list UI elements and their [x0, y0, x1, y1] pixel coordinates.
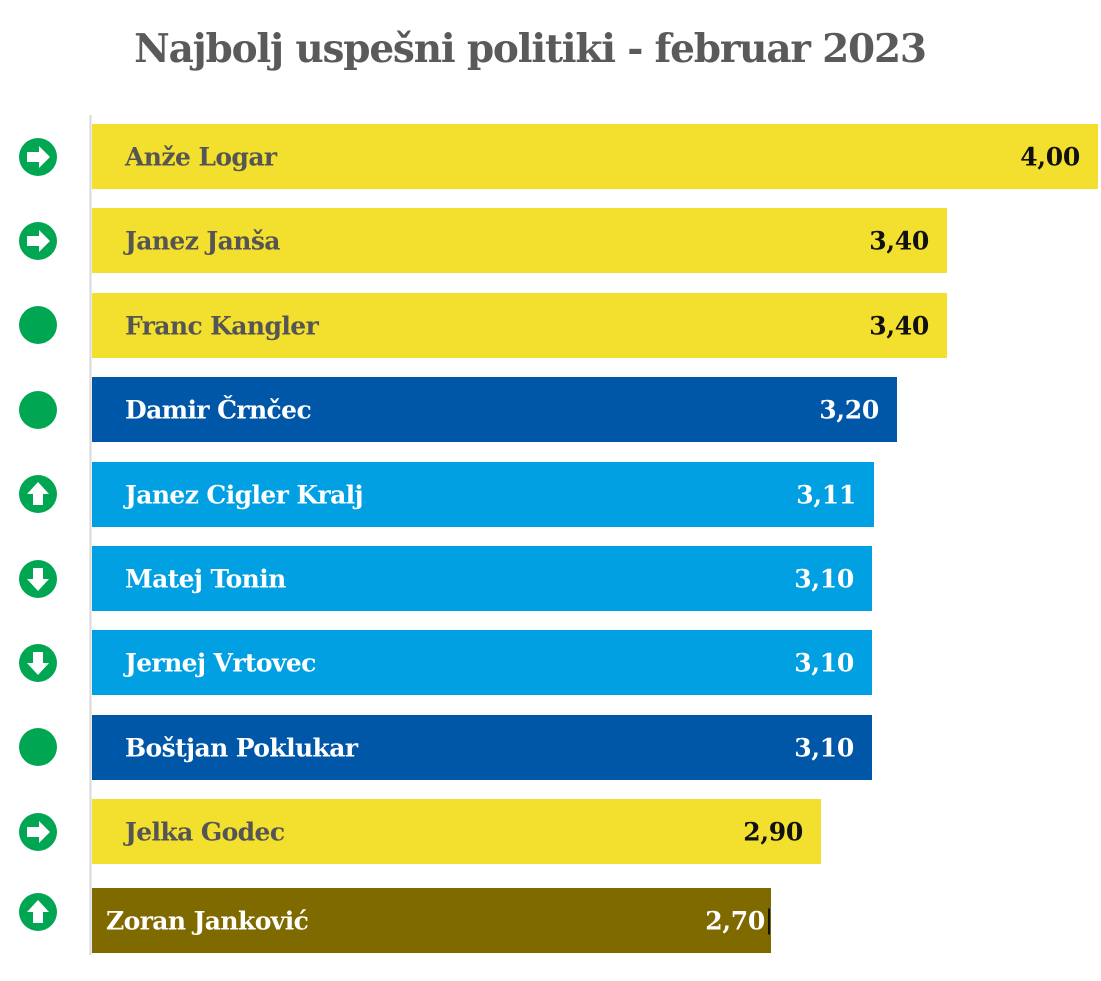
bar-value-label: 2,90 [743, 818, 803, 847]
bar-row: Franc Kangler 3,40 [19, 293, 947, 358]
bar-row: Zoran Janković 2,70 [19, 888, 771, 953]
arrow-down-circle-icon [19, 560, 57, 598]
bar-value-label: 3,10 [794, 649, 854, 678]
bar-name-label: Zoran Janković [106, 907, 309, 936]
chart-title: Najbolj uspešni politiki - februar 2023 [134, 26, 927, 72]
bar-name-label: Janez Janša [123, 227, 280, 256]
bar-row: Janez Cigler Kralj 3,11 [19, 462, 874, 527]
dot-circle-icon [19, 391, 57, 429]
bar-name-label: Jelka Godec [123, 818, 285, 847]
arrow-right-circle-icon [19, 222, 57, 260]
trend-circle [19, 391, 57, 429]
trend-arrow [27, 146, 50, 168]
trend-arrow [27, 568, 49, 591]
bar [92, 293, 947, 358]
bar-name-label: Damir Črnčec [125, 396, 311, 425]
bar [92, 546, 872, 611]
dot-circle-icon [19, 306, 57, 344]
trend-arrow [27, 900, 49, 923]
bar [92, 630, 872, 695]
bar-row: Jelka Godec 2,90 [19, 799, 821, 864]
trend-circle [19, 306, 57, 344]
bar-row: Matej Tonin 3,10 [19, 546, 872, 611]
bar-value-label: 3,40 [869, 312, 929, 341]
bar-name-label: Boštjan Poklukar [125, 734, 359, 763]
arrow-right-circle-icon [19, 138, 57, 176]
arrow-up-circle-icon [19, 893, 57, 931]
trend-arrow [27, 652, 49, 675]
bar-value-label: 3,40 [869, 227, 929, 256]
bar [92, 208, 947, 273]
bar-row: Janez Janša 3,40 [19, 208, 947, 273]
bar [92, 124, 1098, 189]
trend-circle [19, 728, 57, 766]
arrow-down-circle-icon [19, 644, 57, 682]
bar-value-label: 4,00 [1020, 143, 1080, 172]
bar-value-label: 3,20 [819, 396, 879, 425]
trend-arrow [27, 821, 50, 843]
arrow-up-circle-icon [19, 475, 57, 513]
bar-value-label: 3,11 [796, 481, 856, 510]
bar-row: Boštjan Poklukar 3,10 [19, 715, 872, 780]
bar-name-label: Anže Logar [124, 143, 278, 172]
bar-name-label: Janez Cigler Kralj [123, 481, 363, 510]
bar-value-label: 2,70 [705, 907, 765, 936]
bar-name-label: Jernej Vrtovec [123, 649, 316, 678]
bar-row: Damir Črnčec 3,20 [19, 377, 897, 442]
bar-name-label: Matej Tonin [125, 565, 286, 594]
trend-arrow [27, 230, 50, 252]
bar-name-label: Franc Kangler [125, 312, 320, 341]
arrow-right-circle-icon [19, 813, 57, 851]
bar [92, 799, 821, 864]
bar [92, 377, 897, 442]
bar-row: Anže Logar 4,00 [19, 124, 1098, 189]
bar [92, 462, 874, 527]
dot-circle-icon [19, 728, 57, 766]
bar-end-mark [768, 908, 770, 935]
bar-row: Jernej Vrtovec 3,10 [19, 630, 872, 695]
bar-value-label: 3,10 [794, 565, 854, 594]
trend-arrow [27, 482, 49, 505]
bar [92, 888, 771, 953]
bar-value-label: 3,10 [794, 734, 854, 763]
bar [92, 715, 872, 780]
